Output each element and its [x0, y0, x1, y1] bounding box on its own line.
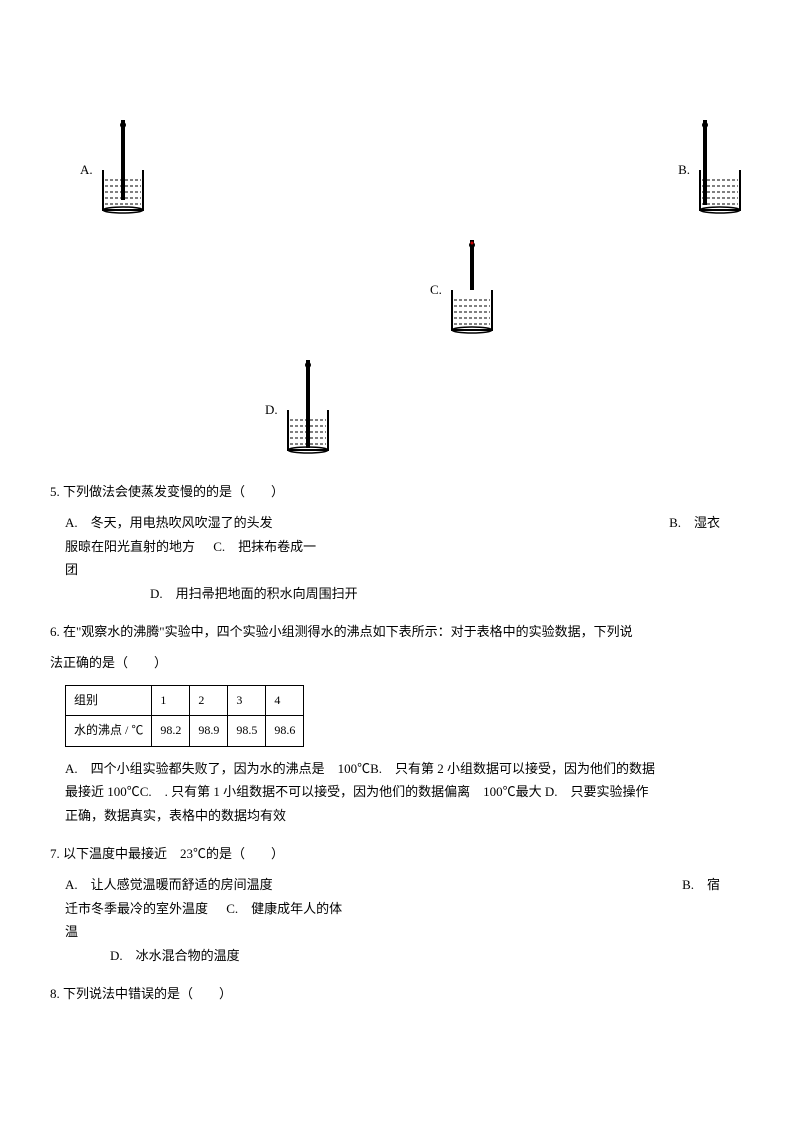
q5-opt-b: B. 湿衣	[669, 511, 720, 534]
q6-opt-line2: 最接近 100℃C. . 只有第 1 小组数据不可以接受，因为他们的数据偏离 1…	[50, 780, 750, 803]
question-8: 8. 下列说法中错误的是（ ）	[50, 982, 750, 1005]
q7-opt-a: A. 让人感觉温暖而舒适的房间温度	[65, 877, 273, 892]
option-c-diagram: C.	[430, 240, 502, 340]
table-cell: 98.5	[228, 716, 266, 747]
table-row: 水的沸点 / ℃ 98.2 98.9 98.5 98.6	[66, 716, 304, 747]
q5-text: 5. 下列做法会使蒸发变慢的的是（ ）	[50, 480, 750, 503]
beaker-thermometer-d-icon	[278, 360, 338, 460]
thermometer-diagrams: A. B.	[50, 60, 750, 460]
table-cell: 98.2	[152, 716, 190, 747]
q5-options-line2: 服晾在阳光直射的地方 C. 把抹布卷成一	[50, 535, 750, 558]
table-cell: 2	[190, 685, 228, 716]
q7-options-line2: 迁市冬季最冷的室外温度 C. 健康成年人的体	[50, 897, 750, 920]
q5-opt-d: D. 用扫帚把地面的积水向周围扫开	[50, 582, 750, 605]
option-label-c: C.	[430, 278, 442, 301]
option-label-b: B.	[678, 158, 690, 181]
q7-text: 7. 以下温度中最接近 23℃的是（ ）	[50, 842, 750, 865]
q6-text1: 6. 在"观察水的沸腾"实验中，四个实验小组测得水的沸点如下表所示：对于表格中的…	[50, 620, 750, 643]
boiling-point-table: 组别 1 2 3 4 水的沸点 / ℃ 98.2 98.9 98.5 98.6	[65, 685, 304, 747]
question-7: 7. 以下温度中最接近 23℃的是（ ） A. 让人感觉温暖而舒适的房间温度 B…	[50, 842, 750, 967]
q8-text: 8. 下列说法中错误的是（ ）	[50, 982, 750, 1005]
table-cell: 98.9	[190, 716, 228, 747]
table-cell: 水的沸点 / ℃	[66, 716, 152, 747]
option-label-a: A.	[80, 158, 93, 181]
option-a-diagram: A.	[80, 120, 153, 220]
q6-opt-line1: A. 四个小组实验都失败了，因为水的沸点是 100℃B. 只有第 2 小组数据可…	[50, 757, 750, 780]
q7-opt-b2: 迁市冬季最冷的室外温度	[65, 901, 208, 916]
q7-opt-c2: 温	[50, 920, 750, 943]
table-row: 组别 1 2 3 4	[66, 685, 304, 716]
q7-opt-d: D. 冰水混合物的温度	[50, 944, 750, 967]
table-cell: 4	[266, 685, 304, 716]
beaker-thermometer-a-icon	[93, 120, 153, 220]
option-b-diagram: B.	[678, 120, 750, 220]
question-5: 5. 下列做法会使蒸发变慢的的是（ ） A. 冬天，用电热吹风吹湿了的头发 B.…	[50, 480, 750, 605]
q5-opt-a: A. 冬天，用电热吹风吹湿了的头发	[65, 515, 273, 530]
q7-options-line1: A. 让人感觉温暖而舒适的房间温度 B. 宿	[50, 873, 750, 896]
table-cell: 98.6	[266, 716, 304, 747]
question-6: 6. 在"观察水的沸腾"实验中，四个实验小组测得水的沸点如下表所示：对于表格中的…	[50, 620, 750, 827]
q5-options-line1: A. 冬天，用电热吹风吹湿了的头发 B. 湿衣	[50, 511, 750, 534]
option-d-diagram: D.	[265, 360, 338, 460]
q6-opt-line3: 正确，数据真实，表格中的数据均有效	[50, 804, 750, 827]
beaker-thermometer-c-icon	[442, 240, 502, 340]
q5-opt-c: C. 把抹布卷成一	[213, 539, 316, 554]
q6-text2: 法正确的是（ ）	[50, 651, 750, 674]
q5-opt-b2: 服晾在阳光直射的地方	[65, 539, 195, 554]
table-cell: 组别	[66, 685, 152, 716]
table-cell: 1	[152, 685, 190, 716]
q5-opt-c2: 团	[50, 558, 750, 581]
q7-opt-c: C. 健康成年人的体	[226, 901, 342, 916]
table-cell: 3	[228, 685, 266, 716]
option-label-d: D.	[265, 398, 278, 421]
q7-opt-b: B. 宿	[682, 873, 720, 896]
beaker-thermometer-b-icon	[690, 120, 750, 220]
